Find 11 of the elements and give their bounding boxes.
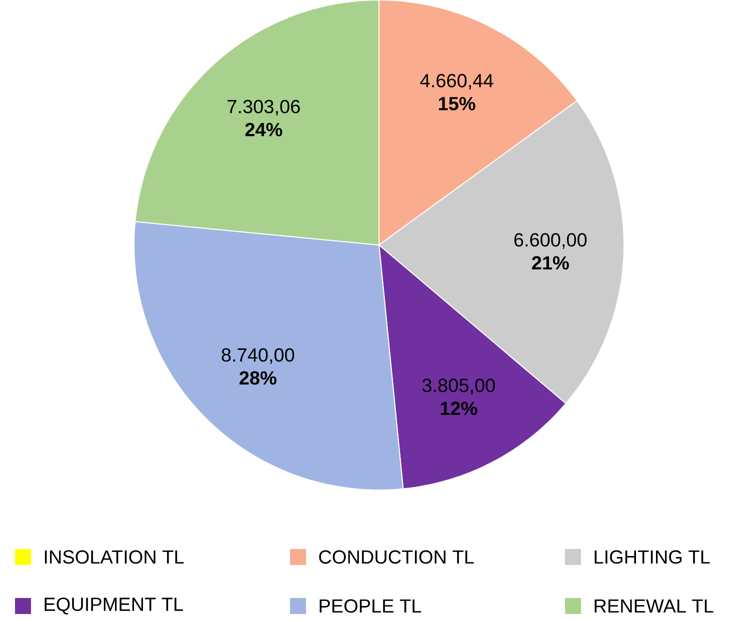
data-label: 3.805,00 12% <box>422 378 495 416</box>
legend-label: RENEWAL TL <box>594 599 714 613</box>
data-label: 6.600,00 21% <box>514 233 587 270</box>
data-label: 7.303,06 24% <box>228 100 300 136</box>
data-label: 8.740,00 28% <box>222 348 294 385</box>
legend-label: EQUIPMENT TL <box>44 598 183 614</box>
legend-label: LIGHTING TL <box>594 550 710 564</box>
data-label: 4.660,44 15% <box>420 74 494 110</box>
legend-label: CONDUCTION TL <box>319 550 474 564</box>
legend-label: INSOLATION TL <box>44 550 184 564</box>
legend-label: PEOPLE TL <box>320 599 422 613</box>
